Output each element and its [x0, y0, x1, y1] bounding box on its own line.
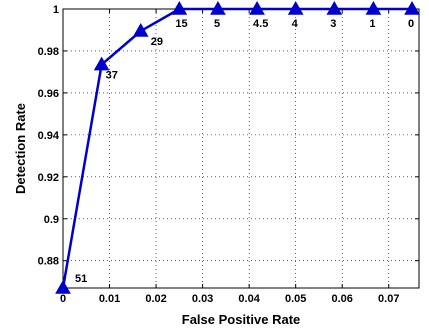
point-label: 51 — [75, 273, 87, 285]
data-series — [55, 0, 420, 294]
y-axis-title: Detection Rate — [13, 103, 28, 194]
point-label: 3 — [330, 18, 336, 30]
series-line — [61, 7, 413, 289]
y-tick-label: 0.96 — [38, 88, 59, 100]
point-label: 29 — [151, 36, 163, 48]
x-axis-title: False Positive Rate — [182, 312, 301, 327]
axis-ticks: 0 0.01 0.02 0.03 0.04 0.05 0.06 0.07 0.88 0.9 0.92… — [38, 4, 419, 305]
x-tick-label: 0.04 — [238, 293, 260, 305]
triangle-marker — [249, 0, 265, 15]
point-labels: 51 37 29 15 5 4.5 4 3 1 0 — [75, 18, 414, 285]
x-tick-label: 0.06 — [332, 293, 353, 305]
y-tick-label: 0.98 — [38, 46, 59, 58]
point-label: 4.5 — [253, 18, 268, 30]
triangle-marker — [171, 0, 188, 15]
point-label: 4 — [292, 18, 299, 30]
triangle-marker — [326, 0, 343, 15]
point-label: 1 — [369, 18, 375, 30]
triangle-marker — [210, 0, 226, 15]
y-tick-label: 0.88 — [38, 256, 59, 268]
x-tick-label: 0.01 — [99, 293, 120, 305]
point-label: 15 — [175, 18, 187, 30]
triangle-marker — [287, 0, 304, 15]
y-tick-label: 0.94 — [38, 130, 60, 142]
point-label: 0 — [408, 18, 414, 30]
point-label: 37 — [106, 70, 118, 82]
triangle-marker — [93, 56, 110, 71]
x-tick-label: 0.03 — [192, 293, 213, 305]
triangle-marker — [404, 0, 420, 15]
x-tick-label: 0.05 — [285, 293, 306, 305]
y-tick-label: 0.92 — [38, 172, 59, 184]
point-label: 5 — [214, 18, 220, 30]
y-tick-label: 0.9 — [44, 214, 59, 226]
triangle-marker — [132, 23, 149, 37]
triangle-marker — [55, 279, 71, 294]
x-tick-label: 0.02 — [145, 293, 166, 305]
x-tick-label: 0 — [60, 293, 66, 305]
triangle-marker — [365, 0, 382, 15]
y-tick-label: 1 — [53, 4, 59, 16]
x-tick-label: 0.07 — [378, 293, 399, 305]
